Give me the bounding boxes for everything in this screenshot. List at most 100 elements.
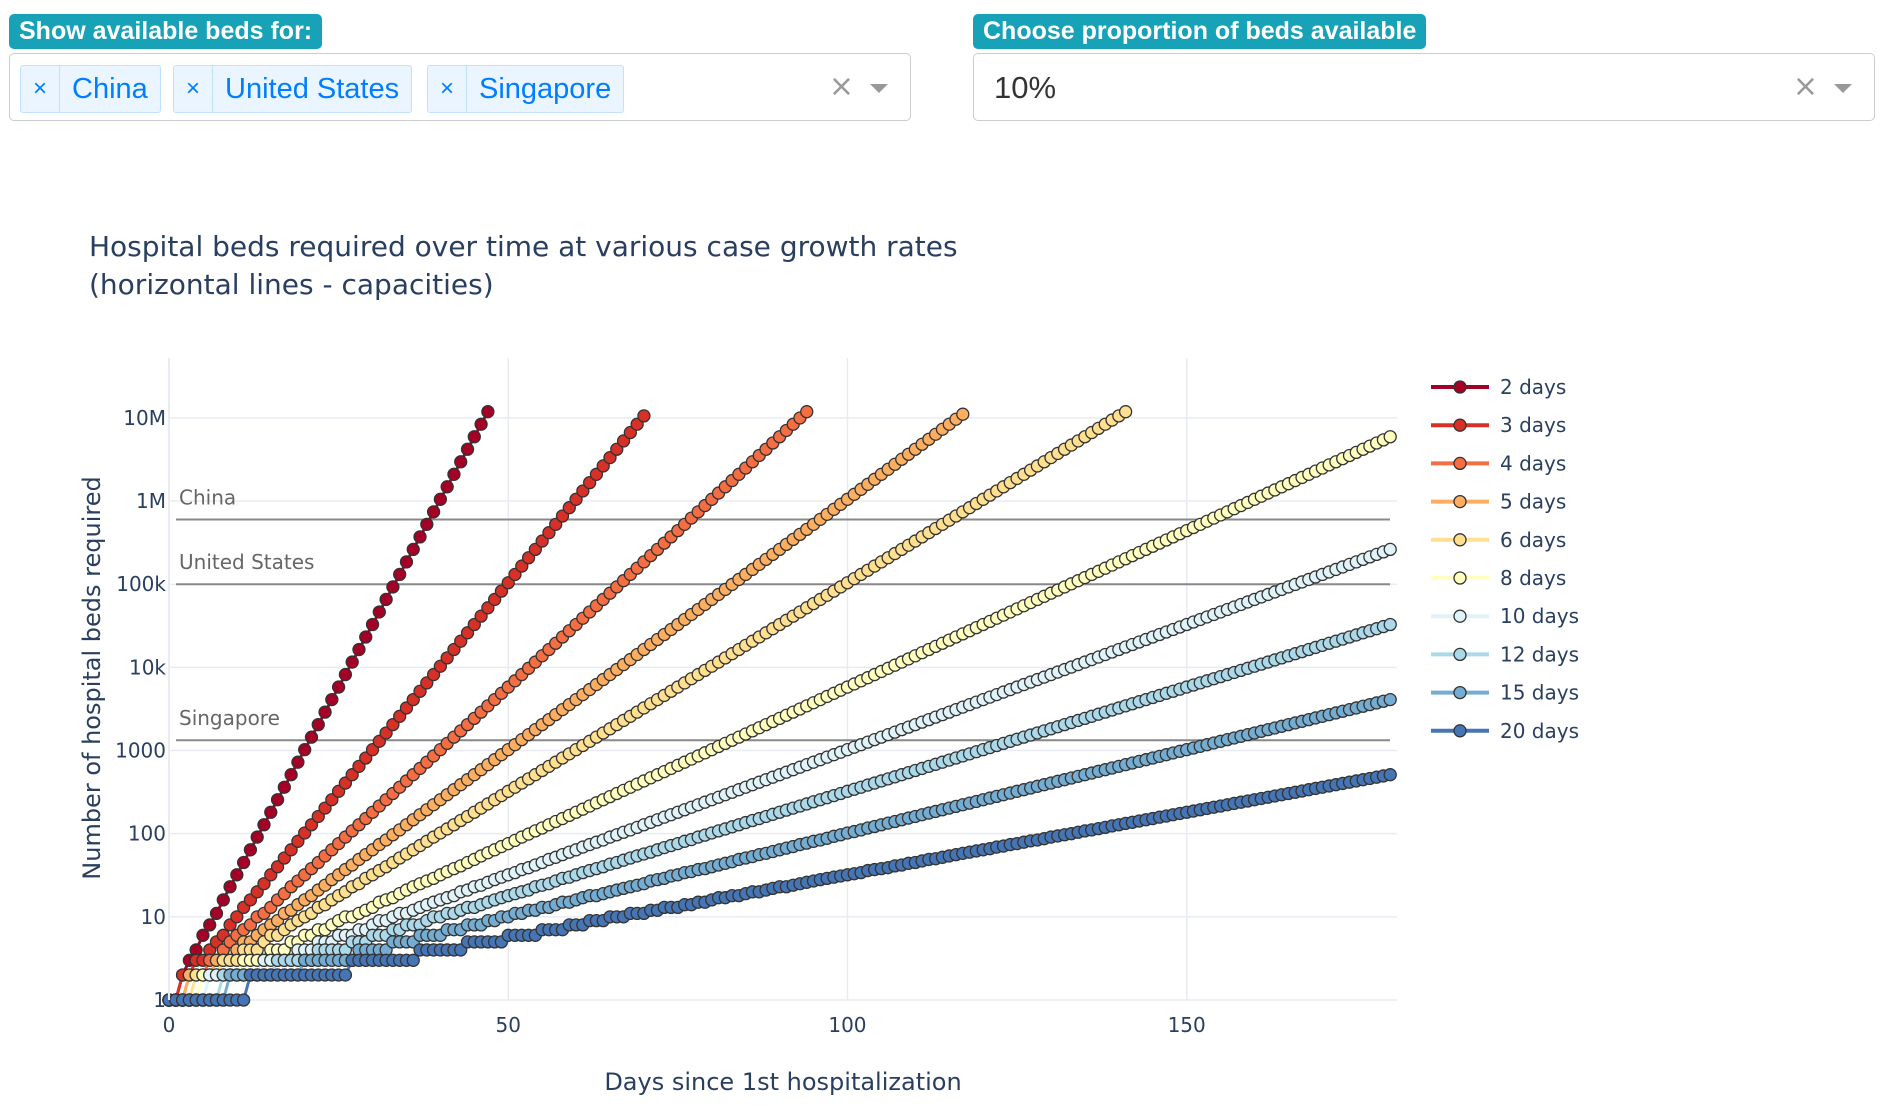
chip-label: United States bbox=[225, 73, 400, 105]
y-tick-label: 10M bbox=[123, 406, 166, 430]
series-layer bbox=[162, 405, 1397, 1007]
legend-item-6-days: 6 days bbox=[1431, 528, 1566, 552]
series-15-days bbox=[162, 692, 1397, 1007]
legend-marker bbox=[1453, 609, 1467, 623]
chip-china[interactable]: × China bbox=[20, 65, 161, 113]
legend-label: 6 days bbox=[1500, 528, 1566, 552]
data-point bbox=[413, 530, 427, 544]
data-point bbox=[426, 505, 441, 519]
data-point bbox=[250, 830, 264, 844]
data-point bbox=[379, 592, 393, 607]
data-point bbox=[230, 868, 244, 882]
y-tick-label: 10 bbox=[141, 905, 166, 929]
legend-item-8-days: 8 days bbox=[1431, 566, 1566, 590]
data-point bbox=[203, 918, 217, 932]
data-point bbox=[230, 910, 244, 924]
y-tick-label: 100k bbox=[116, 572, 166, 596]
legend-marker bbox=[1453, 571, 1467, 585]
data-point bbox=[393, 567, 407, 582]
countries-label: Show available beds for: bbox=[9, 14, 323, 49]
data-point bbox=[467, 430, 481, 444]
series-12-days bbox=[162, 617, 1397, 1007]
y-tick-label: 1 bbox=[153, 988, 166, 1012]
legend-marker bbox=[1453, 724, 1467, 738]
axes: 0 50 100 150 1 10 100 1000 10k 100k 1M 10M bbox=[115, 358, 1206, 1037]
data-point bbox=[325, 692, 339, 707]
remove-united-states-icon[interactable]: × bbox=[174, 66, 213, 112]
x-tick-label: 0 bbox=[163, 1013, 176, 1037]
data-point bbox=[637, 409, 651, 423]
data-point bbox=[236, 855, 251, 870]
legend-item-3-days: 3 days bbox=[1431, 413, 1566, 437]
data-point bbox=[956, 407, 970, 421]
legend-marker bbox=[1453, 685, 1467, 700]
chevron-down-icon[interactable] bbox=[870, 84, 888, 93]
x-tick-label: 150 bbox=[1168, 1013, 1206, 1037]
chip-label: Singapore bbox=[479, 73, 612, 105]
chevron-down-icon[interactable] bbox=[1834, 84, 1852, 93]
data-point bbox=[460, 442, 475, 456]
data-point bbox=[365, 617, 380, 632]
capacity-label: Singapore bbox=[179, 706, 280, 730]
y-tick-label: 1000 bbox=[115, 739, 166, 763]
data-point bbox=[338, 667, 353, 682]
legend-item-5-days: 5 days bbox=[1431, 490, 1566, 514]
data-point bbox=[406, 953, 420, 967]
series-3-days bbox=[162, 409, 651, 1007]
data-point bbox=[223, 880, 237, 894]
y-tick-label: 1M bbox=[136, 489, 166, 513]
countries-multiselect[interactable]: × China × United States × Singapore × bbox=[9, 53, 911, 121]
clear-countries-icon[interactable]: × bbox=[828, 69, 854, 104]
data-point bbox=[284, 768, 298, 782]
data-point bbox=[433, 492, 448, 506]
y-tick-label: 10k bbox=[129, 655, 166, 679]
legend-label: 3 days bbox=[1500, 413, 1566, 437]
chip-united-states[interactable]: × United States bbox=[173, 65, 413, 113]
proportion-select[interactable]: 10% × bbox=[973, 53, 1875, 121]
data-point bbox=[1383, 430, 1397, 444]
x-tick-label: 50 bbox=[495, 1013, 520, 1037]
legend-label: 4 days bbox=[1500, 451, 1566, 475]
legend-item-10-days: 10 days bbox=[1431, 604, 1579, 628]
legend-label: 10 days bbox=[1500, 604, 1579, 628]
data-point bbox=[372, 605, 386, 619]
data-point bbox=[216, 893, 230, 907]
remove-china-icon[interactable]: × bbox=[21, 66, 60, 112]
data-point bbox=[345, 655, 359, 669]
data-point bbox=[399, 555, 414, 569]
legend-label: 5 days bbox=[1500, 490, 1566, 514]
y-tick-label: 100 bbox=[128, 822, 166, 846]
data-point bbox=[800, 405, 814, 419]
legend-item-12-days: 12 days bbox=[1431, 642, 1579, 666]
legend-marker bbox=[1453, 380, 1467, 394]
clear-proportion-icon[interactable]: × bbox=[1792, 69, 1818, 104]
legend-label: 12 days bbox=[1500, 642, 1579, 666]
data-point bbox=[284, 843, 298, 857]
data-point bbox=[311, 717, 325, 732]
chip-singapore[interactable]: × Singapore bbox=[427, 65, 625, 113]
data-point bbox=[318, 705, 332, 719]
legend-marker bbox=[1453, 456, 1467, 471]
series-8-days bbox=[162, 430, 1397, 1007]
data-point bbox=[1383, 692, 1397, 707]
proportion-value: 10% bbox=[994, 70, 1057, 105]
data-point bbox=[1383, 542, 1397, 557]
y-axis-title: Number of hospital beds required bbox=[78, 476, 106, 879]
data-point bbox=[304, 730, 319, 744]
x-tick-label: 100 bbox=[828, 1013, 866, 1037]
proportion-label: Choose proportion of beds available bbox=[973, 14, 1427, 49]
data-point bbox=[359, 630, 373, 644]
data-point bbox=[270, 860, 285, 874]
chart-title-line1: Hospital beds required over time at vari… bbox=[89, 230, 958, 263]
data-point bbox=[236, 993, 251, 1007]
remove-singapore-icon[interactable]: × bbox=[428, 66, 467, 112]
data-point bbox=[481, 405, 495, 419]
data-point bbox=[406, 542, 420, 557]
data-point bbox=[338, 968, 353, 982]
legend[interactable]: 2 days 3 days 4 days 5 days 6 days 8 days 10 d… bbox=[1431, 375, 1579, 743]
chip-label: China bbox=[72, 73, 148, 105]
capacity-label: United States bbox=[179, 550, 314, 574]
legend-label: 2 days bbox=[1500, 375, 1566, 399]
series-6-days bbox=[162, 405, 1133, 1007]
